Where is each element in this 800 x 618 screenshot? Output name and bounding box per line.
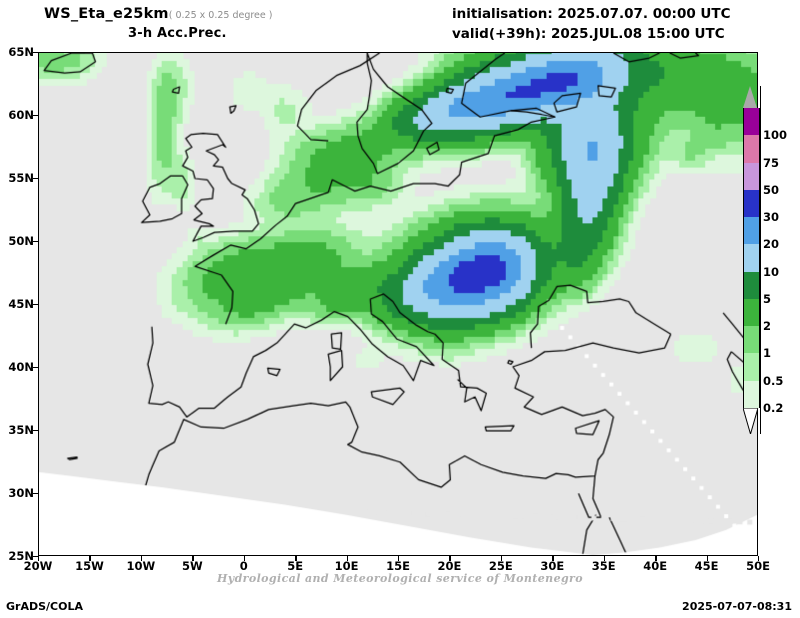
model-name: WS_Eta_e25km [44,6,169,22]
colorbar-tick-label: 5 [763,291,772,306]
field-title: 3-h Acc.Prec. [128,26,227,41]
latitude-tick-label: 45N [8,297,34,311]
colorbar-swatch [743,108,760,136]
longitude-tick-label: 45E [694,559,719,573]
latitude-tick-label: 35N [8,423,34,437]
longitude-tick-mark [346,556,348,561]
model-title: WS_Eta_e25km( 0.25 x 0.25 degree ) [44,6,272,22]
colorbar-swatch [743,326,760,354]
longitude-tick-mark [38,556,40,561]
latitude-tick-label: 30N [8,486,34,500]
colorbar-axis-line [760,86,762,434]
latitude-tick-label: 40N [8,360,34,374]
colorbar-tick-label: 2 [763,319,772,334]
colorbar-swatch [743,244,760,272]
longitude-tick-label: 15E [386,559,410,573]
longitude-tick-label: 25E [488,559,513,573]
valid-time: valid(+39h): 2025.JUL.08 15:00 UTC [452,26,725,42]
latitude-tick-mark [33,556,38,558]
colorbar-tick-label: 20 [763,237,780,252]
latitude-tick-mark [33,493,38,495]
longitude-tick-label: 10W [126,559,156,573]
latitude-tick-label: 25N [8,549,34,563]
colorbar-swatch [743,189,760,218]
precipitation-colorbar: 0.2 0.5 1 2 5 10 20 30 50 75 100 [742,86,787,436]
longitude-tick-label: 35E [591,559,616,573]
latitude-tick-label: 55N [8,171,34,185]
colorbar-tick-label: 30 [763,210,780,225]
longitude-tick-mark [192,556,194,561]
longitude-tick-mark [243,556,246,561]
latitude-tick-mark [33,430,38,432]
colorbar-tick-label: 100 [763,128,788,143]
longitude-tick-label: 20E [437,559,462,573]
longitude-tick-mark [398,556,400,561]
colorbar-swatch [743,298,760,327]
colorbar-swatch [743,217,760,245]
longitude-tick-label: 5W [181,559,203,573]
map-plot-area [38,52,758,556]
colorbar-swatch [743,380,760,408]
longitude-tick-mark [295,556,297,561]
initialisation-time: initialisation: 2025.07.07. 00:00 UTC [452,6,731,22]
colorbar-tick-label: 0.5 [763,373,784,388]
precipitation-map-canvas [39,53,757,555]
longitude-tick-mark [655,556,657,561]
longitude-tick-label: 0 [239,559,248,573]
longitude-tick-label: 30E [540,559,565,573]
colorbar-tick-label: 10 [763,264,780,279]
colorbar-overflow-arrow-icon [743,86,757,108]
longitude-tick-label: 5E [287,559,304,573]
colorbar-swatch [743,353,760,381]
colorbar-swatch [743,271,760,299]
longitude-tick-mark [706,556,708,561]
colorbar-tick-label: 50 [763,182,780,197]
model-resolution: ( 0.25 x 0.25 degree ) [168,10,273,21]
longitude-tick-mark [140,556,143,561]
longitude-tick-label: 15W [75,559,104,573]
longitude-tick-mark [449,556,451,561]
latitude-tick-mark [33,367,38,369]
latitude-tick-mark [33,304,38,306]
longitude-tick-label: 50E [746,559,770,573]
latitude-tick-mark [33,241,38,243]
latitude-tick-mark [33,52,38,54]
longitude-tick-label: 10E [334,559,359,573]
colorbar-tick-label: 0.2 [763,401,784,415]
colorbar-tick-label: 75 [763,155,780,170]
grads-attribution: GrADS/COLA [6,600,83,613]
latitude-tick-label: 65N [8,45,34,59]
longitude-tick-mark [552,556,554,561]
service-credit: Hydrological and Meteorological service … [216,572,583,585]
colorbar-swatch [743,135,760,163]
longitude-tick-mark [758,556,760,561]
latitude-tick-label: 50N [8,234,34,248]
longitude-tick-mark [603,556,606,561]
render-timestamp: 2025-07-07-08:31 [682,600,792,613]
longitude-tick-mark [500,556,503,561]
latitude-tick-mark [33,178,38,180]
colorbar-tick-label: 1 [763,346,772,361]
colorbar-swatch [743,162,760,190]
colorbar-underflow-outline-icon [742,407,759,436]
latitude-tick-mark [33,115,38,117]
latitude-tick-label: 60N [8,108,34,122]
longitude-tick-mark [89,556,91,561]
map-header: WS_Eta_e25km( 0.25 x 0.25 degree ) 3-h A… [0,0,800,50]
longitude-tick-label: 20W [23,559,53,573]
longitude-tick-label: 40E [643,559,668,573]
